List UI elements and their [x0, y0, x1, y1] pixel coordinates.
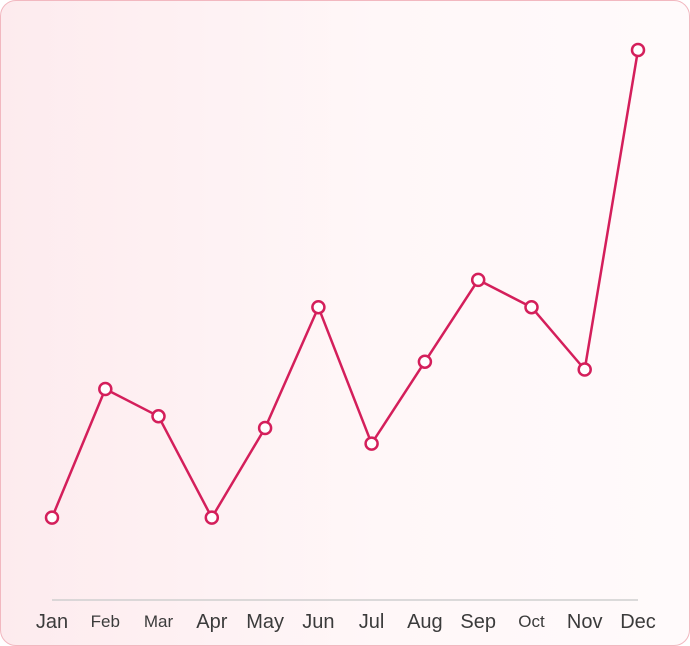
- x-tick-label-jan: Jan: [36, 611, 68, 633]
- x-axis-ticks: Jan Feb Mar Apr May Jun Jul Aug Sep Oct Nov Dec: [36, 611, 656, 633]
- data-point-dec: [630, 42, 646, 58]
- series-layer: [44, 42, 646, 525]
- x-tick-label-nov: Nov: [567, 611, 603, 633]
- series-line: [50, 49, 640, 519]
- x-tick-label-aug: Aug: [407, 611, 443, 633]
- data-point-jul: [364, 436, 379, 451]
- data-point-aug: [417, 354, 433, 369]
- data-point-apr: [204, 510, 220, 525]
- data-point-sep: [470, 272, 486, 288]
- data-point-nov: [577, 362, 592, 377]
- x-tick-label-feb: Feb: [91, 612, 120, 631]
- x-tick-label-jun: Jun: [302, 611, 334, 633]
- x-tick-label-may: May: [246, 611, 284, 633]
- x-tick-label-jul: Jul: [359, 611, 385, 633]
- data-point-jun: [311, 299, 326, 315]
- x-tick-label-mar: Mar: [144, 612, 174, 631]
- x-tick-label-oct: Oct: [518, 612, 545, 631]
- data-point-mar: [151, 409, 166, 424]
- x-tick-label-sep: Sep: [460, 611, 496, 633]
- data-point-feb: [98, 381, 113, 397]
- data-point-jan: [44, 510, 60, 525]
- x-tick-label-apr: Apr: [196, 611, 227, 633]
- data-point-may: [257, 420, 273, 436]
- x-tick-label-dec: Dec: [620, 611, 656, 633]
- data-point-oct: [524, 299, 539, 315]
